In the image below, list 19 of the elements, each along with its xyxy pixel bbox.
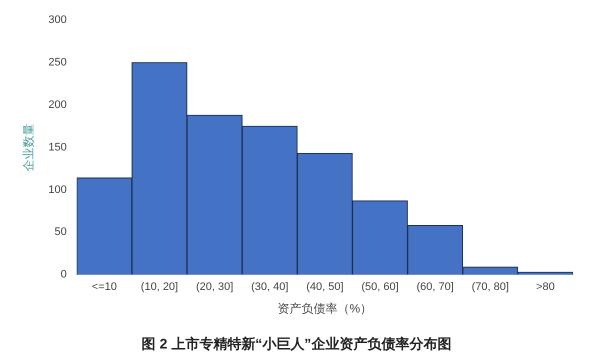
x-tick-label: <=10 <box>92 281 117 294</box>
y-axis-title: 企业数量 <box>22 123 36 172</box>
text: 图 2 上市专精特新“小巨人”企业资产负债率分布图 <box>142 335 452 352</box>
x-tick-label: (30, 40] <box>251 281 288 294</box>
x-tick-label: (50, 60] <box>361 281 399 294</box>
x-tick-label: >80 <box>536 281 555 294</box>
x-tick-label: (60, 70] <box>416 281 454 294</box>
x-tick-label: (10, 20] <box>140 281 178 294</box>
x-tick-label: (70, 80] <box>472 281 509 294</box>
y-tick-label: 300 <box>48 14 67 26</box>
y-tick-label: 0 <box>60 268 67 281</box>
x-axis-title: 资产负债率（%） <box>278 301 372 316</box>
y-tick-label: 100 <box>48 184 67 196</box>
x-tick-label: (40, 50] <box>306 281 344 294</box>
y-tick-label: 200 <box>48 98 67 111</box>
y-tick-label: 250 <box>48 56 67 68</box>
x-tick-label: (20, 30] <box>196 281 234 294</box>
y-tick-label: 150 <box>48 141 67 154</box>
y-tick-label: 50 <box>54 226 67 238</box>
